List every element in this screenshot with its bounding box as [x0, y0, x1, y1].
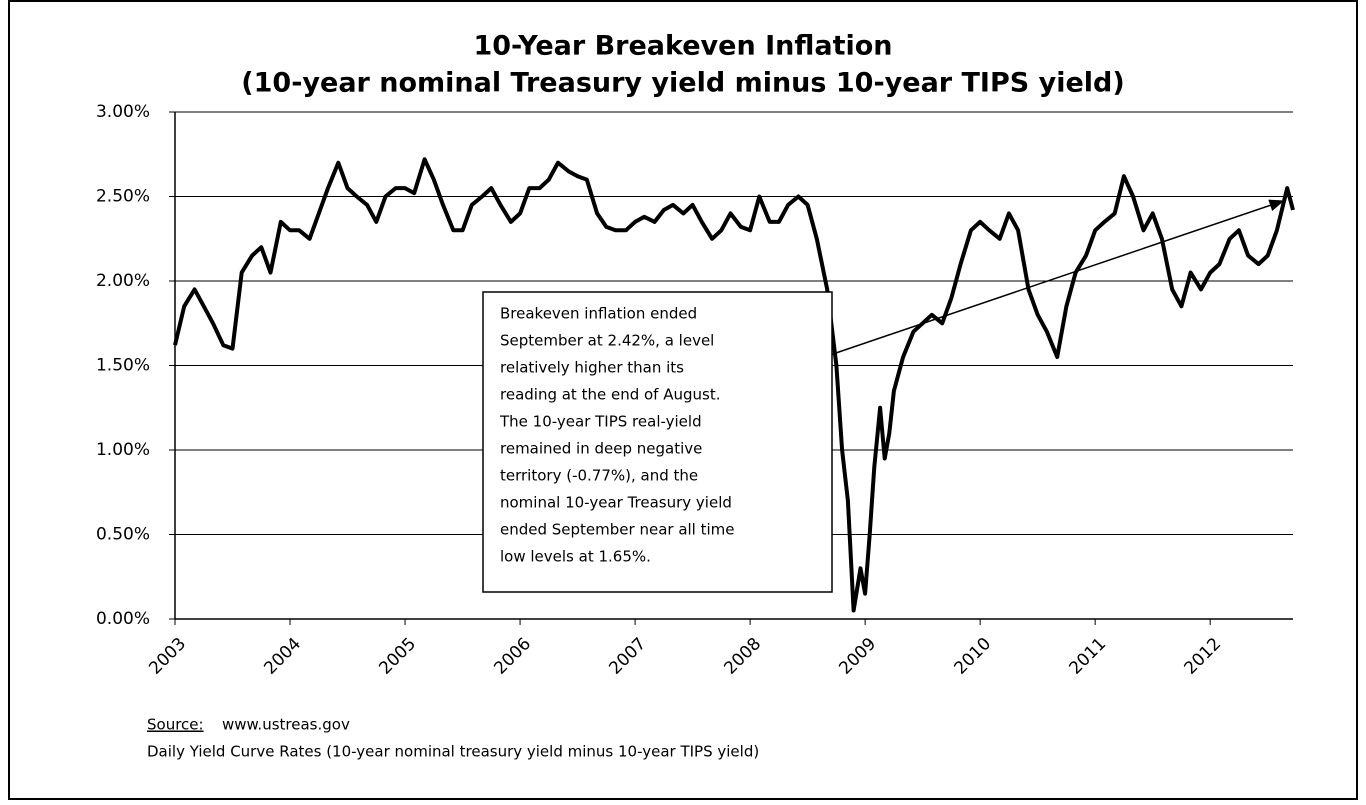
- annotation-line: September at 2.42%, a level: [500, 332, 714, 350]
- x-tick-label: 2007: [605, 634, 650, 679]
- y-tick-label: 1.50%: [96, 356, 150, 376]
- annotation-line: Breakeven inflation ended: [500, 305, 697, 323]
- x-tick-label: 2011: [1066, 634, 1111, 679]
- frame: [8, 0, 1358, 800]
- x-tick-label: 2012: [1181, 634, 1226, 679]
- annotation-line: relatively higher than its: [500, 359, 684, 377]
- y-tick-label: 0.00%: [96, 609, 150, 629]
- x-tick-label: 2004: [260, 634, 305, 679]
- annotation-box: [482, 291, 833, 593]
- source-label: Source:: [147, 716, 204, 734]
- x-tick-label: 2010: [950, 634, 995, 679]
- x-tick-label: 2006: [490, 634, 535, 679]
- y-tick-label: 3.00%: [96, 102, 150, 122]
- source: www.ustreas.gov: [222, 716, 350, 734]
- annotation-line: reading at the end of August.: [500, 386, 720, 404]
- annotation-line: ended September near all time: [500, 521, 735, 539]
- annotation: Breakeven inflation ended September at 2.…: [499, 305, 735, 566]
- y-tick-label: 0.50%: [96, 525, 150, 545]
- x-tick-label: 2008: [720, 634, 765, 679]
- annotation-line: territory (-0.77%), and the: [500, 467, 698, 485]
- source-note: Daily Yield Curve Rates (10-year nominal…: [147, 743, 759, 761]
- chart-title: 10-Year Breakeven Inflation: [473, 31, 892, 62]
- annotation-line: The 10-year TIPS real-yield: [499, 413, 702, 431]
- y-tick-label: 2.50%: [96, 187, 150, 207]
- annotation-line: low levels at 1.65%.: [500, 548, 651, 566]
- trend-arrow: [829, 199, 1285, 356]
- annotation-line: nominal 10-year Treasury yield: [500, 494, 732, 512]
- y-tick-label: 1.00%: [96, 440, 150, 460]
- x-tick-label: 2009: [835, 634, 880, 679]
- plot-area: 0.00% 0.50% 1.00% 1.50% 2.00% 2.50% 3.00% 2003 2…: [96, 102, 1295, 679]
- chart-subtitle: (10-year nominal Treasury yield minus 10…: [241, 68, 1124, 99]
- x-tick-label: 2005: [375, 634, 420, 679]
- y-tick-label: 2.00%: [96, 271, 150, 291]
- x-tick-label: 2003: [145, 634, 190, 679]
- data-line: [173, 157, 1295, 613]
- annotation-line: remained in deep negative: [500, 440, 702, 458]
